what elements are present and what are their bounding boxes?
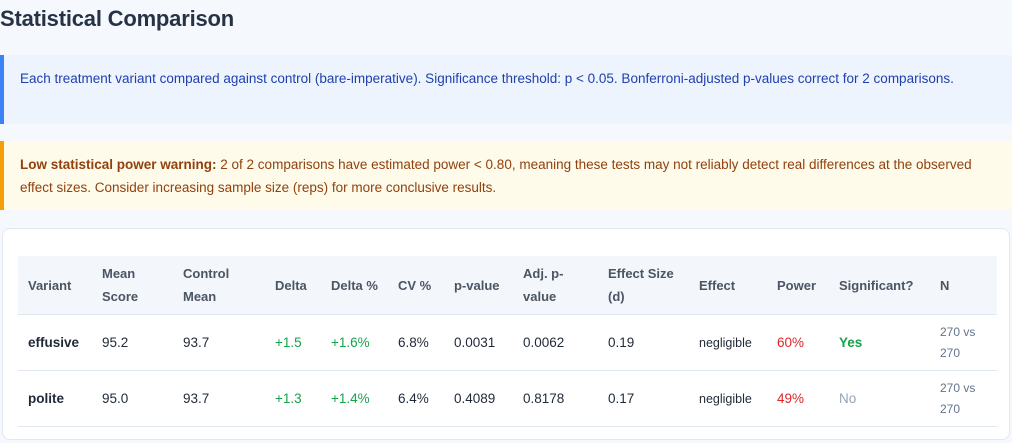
header-delta-pct: Delta % [321,256,388,315]
comparison-table-card: Variant Mean Score Control Mean Delta De… [2,228,1010,440]
cell-mean-score: 95.0 [92,370,173,427]
cell-p-value: 0.0031 [444,314,513,371]
header-effect: Effect [689,256,767,315]
cell-adj-p-value: 0.8178 [513,370,598,427]
warning-label: Low statistical power warning: [20,157,217,172]
cell-significant: No [829,370,930,427]
cell-control-mean: 93.7 [173,314,265,371]
header-power: Power [767,256,829,315]
cell-effect-size: 0.17 [598,370,689,427]
cell-effect: negligible [689,370,767,427]
cell-cv-pct: 6.4% [388,370,444,427]
info-callout: Each treatment variant compared against … [0,55,1012,124]
cell-effect: negligible [689,314,767,371]
comparison-table: Variant Mean Score Control Mean Delta De… [18,256,997,427]
cell-n: 270 vs 270 [930,370,997,427]
cell-delta: +1.3 [265,370,321,427]
header-mean-score: Mean Score [92,256,173,315]
cell-variant: effusive [18,314,92,371]
cell-p-value: 0.4089 [444,370,513,427]
cell-significant: Yes [829,314,930,371]
cell-control-mean: 93.7 [173,370,265,427]
table-row: effusive 95.2 93.7 +1.5 +1.6% 6.8% 0.003… [18,314,997,371]
cell-delta-pct: +1.4% [321,370,388,427]
table-row: polite 95.0 93.7 +1.3 +1.4% 6.4% 0.4089 … [18,370,997,427]
cell-mean-score: 95.2 [92,314,173,371]
page-title: Statistical Comparison [0,6,234,31]
header-p-value: p-value [444,256,513,315]
header-delta: Delta [265,256,321,315]
header-variant: Variant [18,256,92,315]
cell-effect-size: 0.19 [598,314,689,371]
cell-cv-pct: 6.8% [388,314,444,371]
cell-n: 270 vs 270 [930,314,997,371]
header-effect-size: Effect Size (d) [598,256,689,315]
cell-adj-p-value: 0.0062 [513,314,598,371]
info-text: Each treatment variant compared against … [20,71,954,86]
cell-power: 49% [767,370,829,427]
power-warning-callout: Low statistical power warning: 2 of 2 co… [0,141,1012,210]
header-cv-pct: CV % [388,256,444,315]
cell-delta-pct: +1.6% [321,314,388,371]
cell-delta: +1.5 [265,314,321,371]
header-significant: Significant? [829,256,930,315]
cell-variant: polite [18,370,92,427]
cell-power: 60% [767,314,829,371]
warning-text: 2 of 2 comparisons have estimated power … [20,157,972,195]
header-control-mean: Control Mean [173,256,265,315]
header-n: N [930,256,997,315]
header-adj-p-value: Adj. p-value [513,256,598,315]
table-header-row: Variant Mean Score Control Mean Delta De… [18,256,997,315]
